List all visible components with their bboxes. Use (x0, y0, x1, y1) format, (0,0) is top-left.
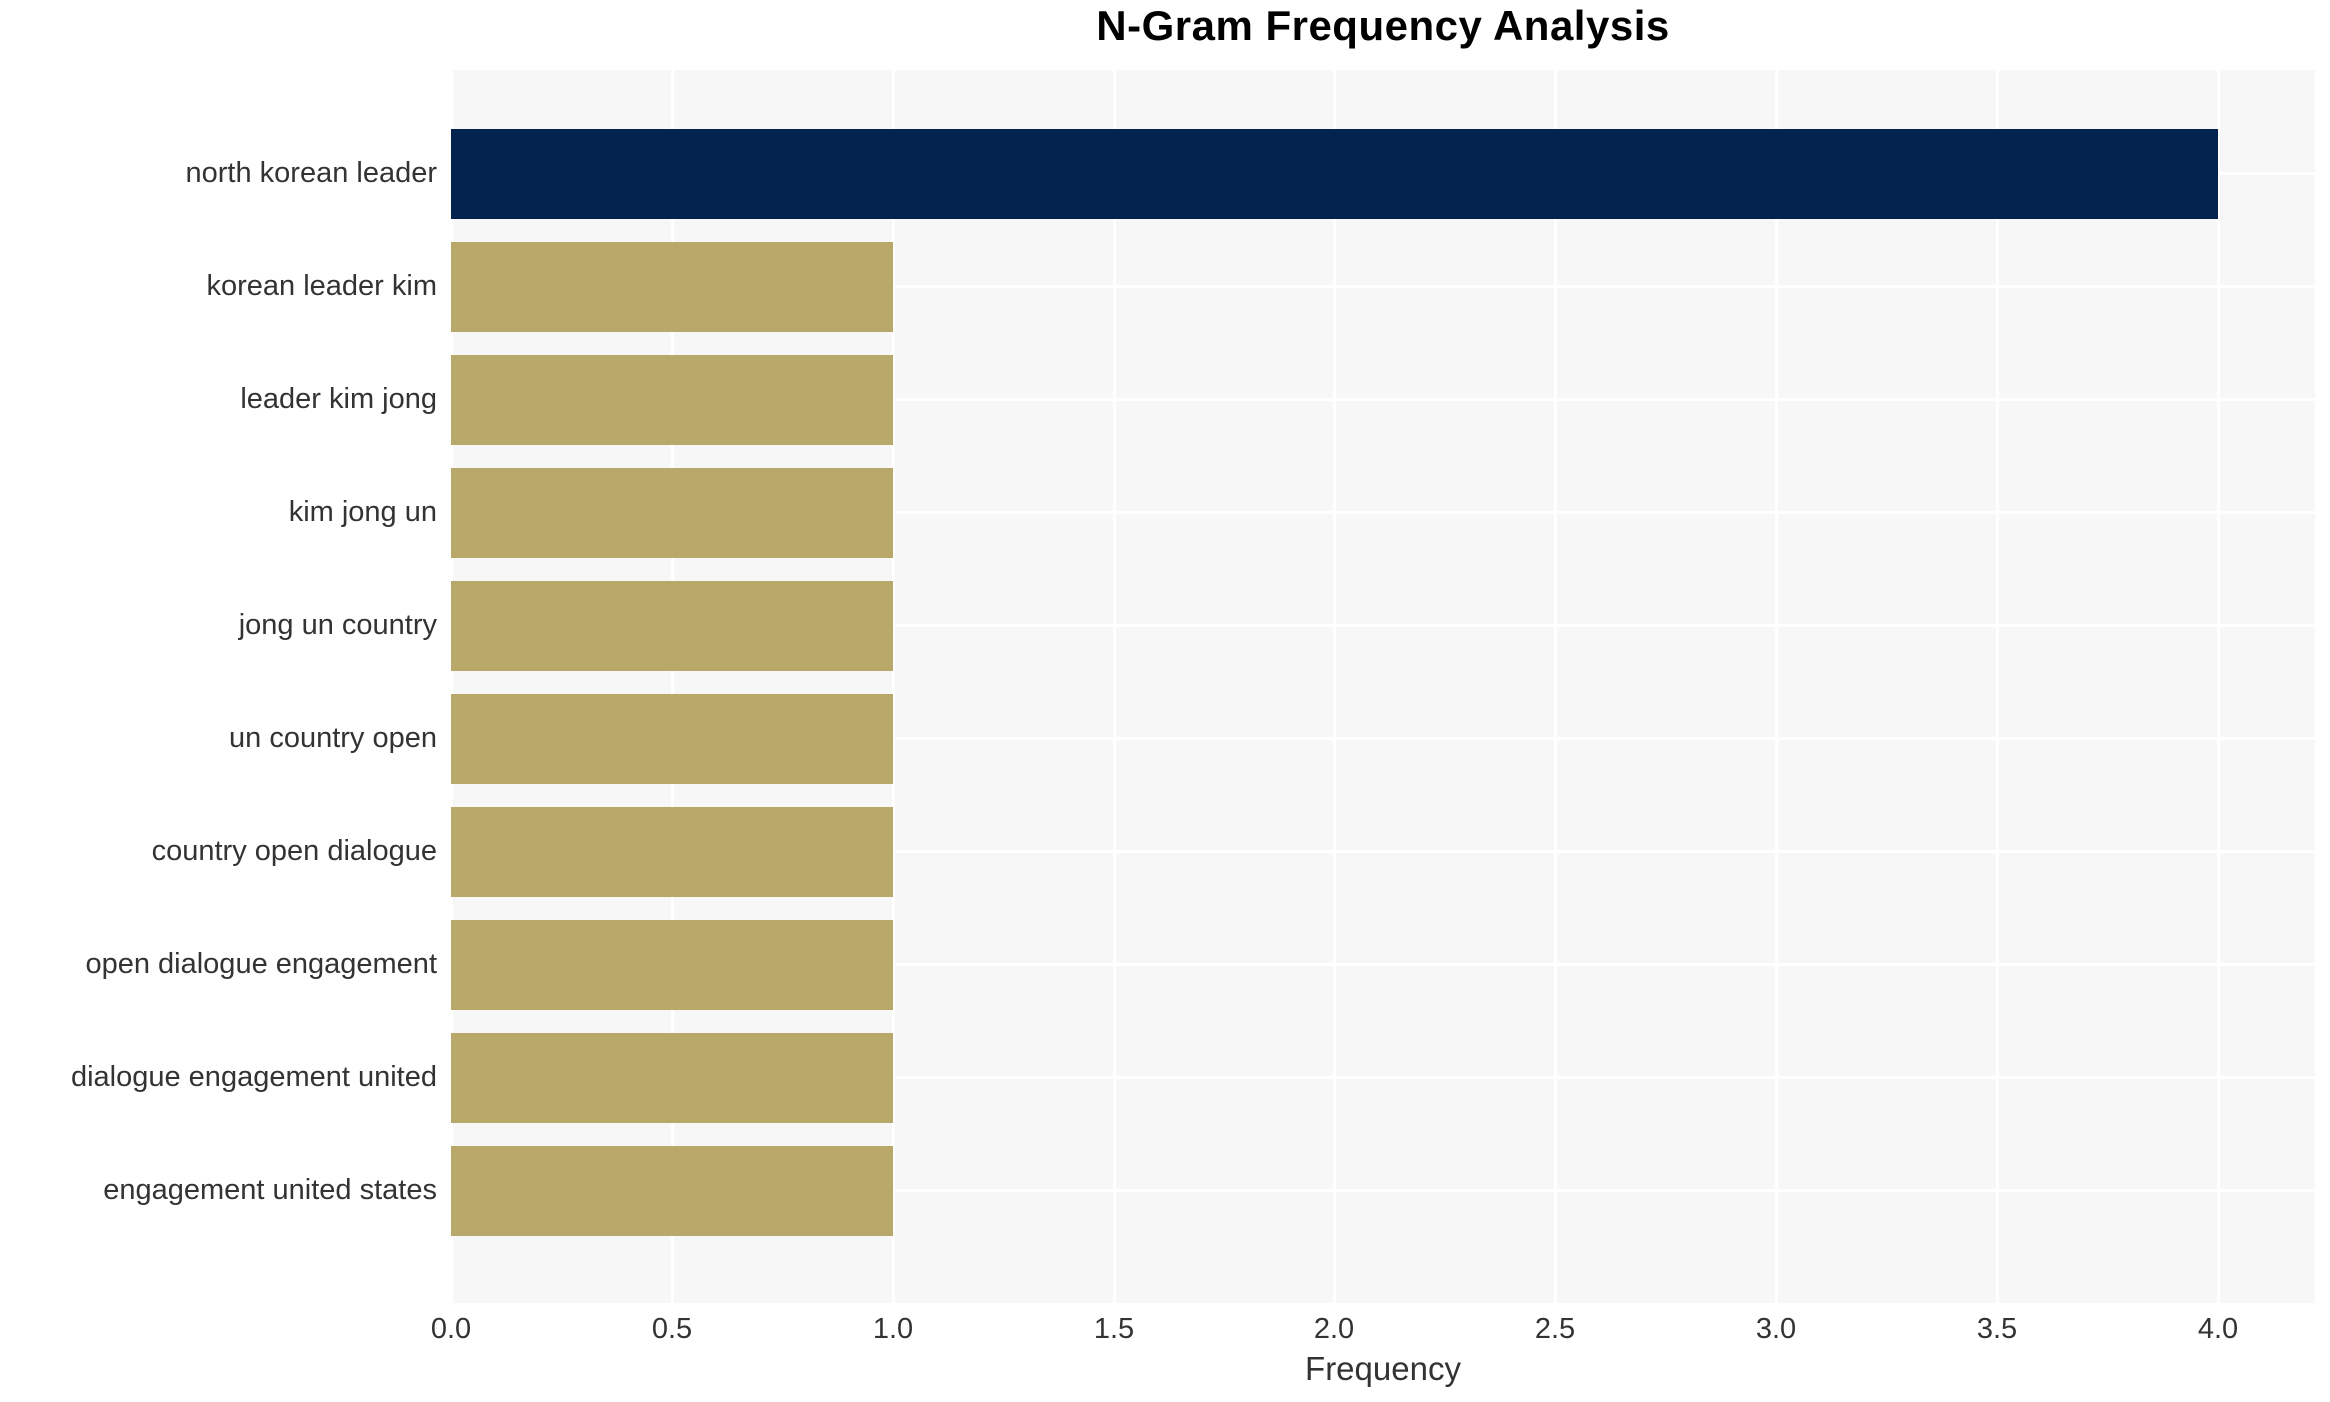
y-axis-category-labels: north korean leader korean leader kim lead… (0, 117, 437, 1247)
bar-row (451, 456, 2315, 569)
x-tick-label: 0.0 (430, 1313, 472, 1345)
bar-row (451, 908, 2315, 1021)
x-axis-label: Frequency (1305, 1350, 1461, 1387)
x-gridline-0.0 (450, 70, 453, 1303)
category-label: jong un country (238, 609, 437, 641)
frequency-bar (451, 129, 2218, 219)
frequency-bar (451, 468, 893, 558)
x-tick-label: 1.0 (872, 1313, 914, 1345)
x-gridline-2.0 (1333, 70, 1336, 1303)
chart-title: N-Gram Frequency Analysis (1096, 2, 1670, 49)
x-tick-label: 2.5 (1534, 1313, 1576, 1345)
bar-row (451, 117, 2315, 230)
bar-row (451, 682, 2315, 795)
y-gridline (451, 737, 2315, 740)
category-label: un country open (229, 722, 437, 754)
y-gridline (451, 1189, 2315, 1192)
y-gridline (451, 285, 2315, 288)
frequency-bar (451, 1033, 893, 1123)
bar-rows (451, 117, 2315, 1247)
frequency-bar (451, 920, 893, 1010)
x-tick-label: 1.5 (1093, 1313, 1135, 1345)
category-label: korean leader kim (206, 270, 438, 302)
x-gridline-2.5 (1554, 70, 1557, 1303)
y-gridline (451, 624, 2315, 627)
bar-row (451, 795, 2315, 908)
frequency-bar (451, 1146, 893, 1236)
bar-row (451, 343, 2315, 456)
x-gridline-4.0 (2217, 70, 2220, 1303)
x-gridline-1.0 (892, 70, 895, 1303)
x-tick-label: 3.0 (1755, 1313, 1797, 1345)
category-label: north korean leader (185, 157, 438, 189)
x-tick-label: 2.0 (1313, 1313, 1355, 1345)
x-gridline-0.5 (671, 70, 674, 1303)
x-tick-label: 3.5 (1976, 1313, 2018, 1345)
y-gridline (451, 963, 2315, 966)
plot-area (450, 70, 2315, 1303)
frequency-bar (451, 242, 893, 332)
category-label: country open dialogue (151, 835, 437, 867)
x-axis-tick-labels: 0.0 0.5 1.0 1.5 2.0 2.5 3.0 3.5 4.0 (0, 1313, 2330, 1353)
category-label: engagement united states (103, 1174, 437, 1206)
category-label: dialogue engagement united (70, 1061, 437, 1093)
x-gridline-3.0 (1775, 70, 1778, 1303)
x-tick-label: 4.0 (2197, 1313, 2239, 1345)
category-label: open dialogue engagement (85, 948, 437, 980)
y-gridline (451, 850, 2315, 853)
frequency-bar (451, 581, 893, 671)
bar-row (451, 1134, 2315, 1247)
frequency-bar (451, 807, 893, 897)
y-gridline (451, 511, 2315, 514)
bar-row (451, 230, 2315, 343)
bar-row (451, 569, 2315, 682)
x-tick-label: 0.5 (651, 1313, 693, 1345)
frequency-bar (451, 694, 893, 784)
category-label: leader kim jong (240, 383, 437, 415)
y-gridline (451, 1076, 2315, 1079)
y-gridline (451, 398, 2315, 401)
x-gridline-3.5 (1996, 70, 1999, 1303)
bar-row (451, 1021, 2315, 1134)
x-gridline-1.5 (1113, 70, 1116, 1303)
category-label: kim jong un (288, 496, 437, 528)
frequency-bar (451, 355, 893, 445)
